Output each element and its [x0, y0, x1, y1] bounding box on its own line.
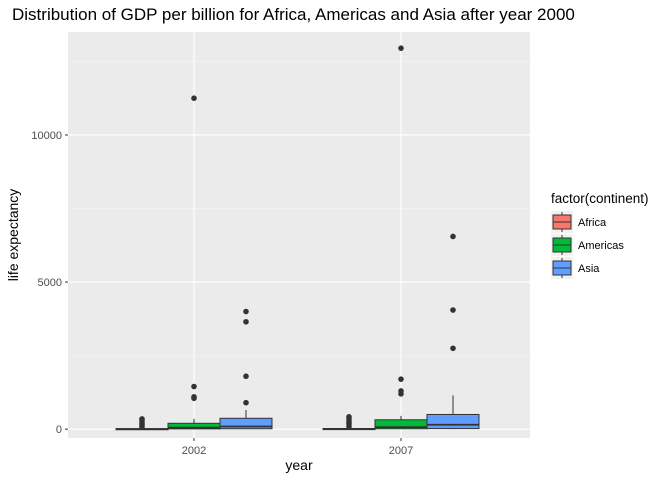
outlier-point [398, 376, 404, 382]
tick-layer: 0 5000 10000 2002 2007 [31, 130, 413, 457]
outlier-point [450, 307, 456, 313]
legend: factor(continent) Africa Americas Asia [551, 191, 649, 279]
outlier-point [398, 45, 404, 51]
x-axis-title: year [285, 457, 313, 473]
outlier-point [243, 399, 249, 406]
box-iqr [219, 417, 273, 430]
outlier-point [191, 394, 197, 400]
outlier-point [450, 345, 456, 352]
chart-title: Distribution of GDP per billion for Afri… [12, 5, 575, 24]
plot-panel [68, 32, 530, 438]
box-asia-2007 [426, 233, 480, 430]
y-tick-label: 5000 [38, 277, 62, 289]
y-axis-title: life expectancy [5, 189, 21, 282]
legend-item-americas: Americas [551, 234, 624, 256]
outlier-point [139, 416, 145, 422]
legend-item-africa: Africa [551, 211, 607, 233]
outlier-point [191, 95, 197, 101]
outlier-point [398, 388, 404, 394]
box-africa-2007 [322, 414, 376, 431]
outlier-point [346, 414, 352, 420]
outlier-point [243, 308, 249, 315]
y-tick-label: 10000 [31, 130, 62, 142]
legend-item-asia: Asia [551, 257, 600, 279]
outlier-point [450, 233, 456, 240]
box-layer [115, 45, 480, 431]
legend-title: factor(continent) [551, 191, 649, 206]
outlier-point [191, 383, 197, 390]
x-tick-label: 2002 [182, 445, 206, 457]
box-americas-2002 [167, 95, 221, 430]
legend-label: Africa [578, 217, 607, 229]
box-iqr [426, 413, 480, 430]
legend-label: Asia [578, 263, 600, 275]
legend-items: Africa Americas Asia [551, 211, 624, 279]
y-tick-label: 0 [56, 424, 62, 436]
outlier-point [243, 373, 249, 380]
x-tick-label: 2007 [389, 445, 413, 457]
box-asia-2002 [219, 308, 273, 430]
box-africa-2002 [115, 416, 169, 431]
legend-label: Americas [578, 240, 624, 252]
outlier-point [243, 318, 249, 325]
